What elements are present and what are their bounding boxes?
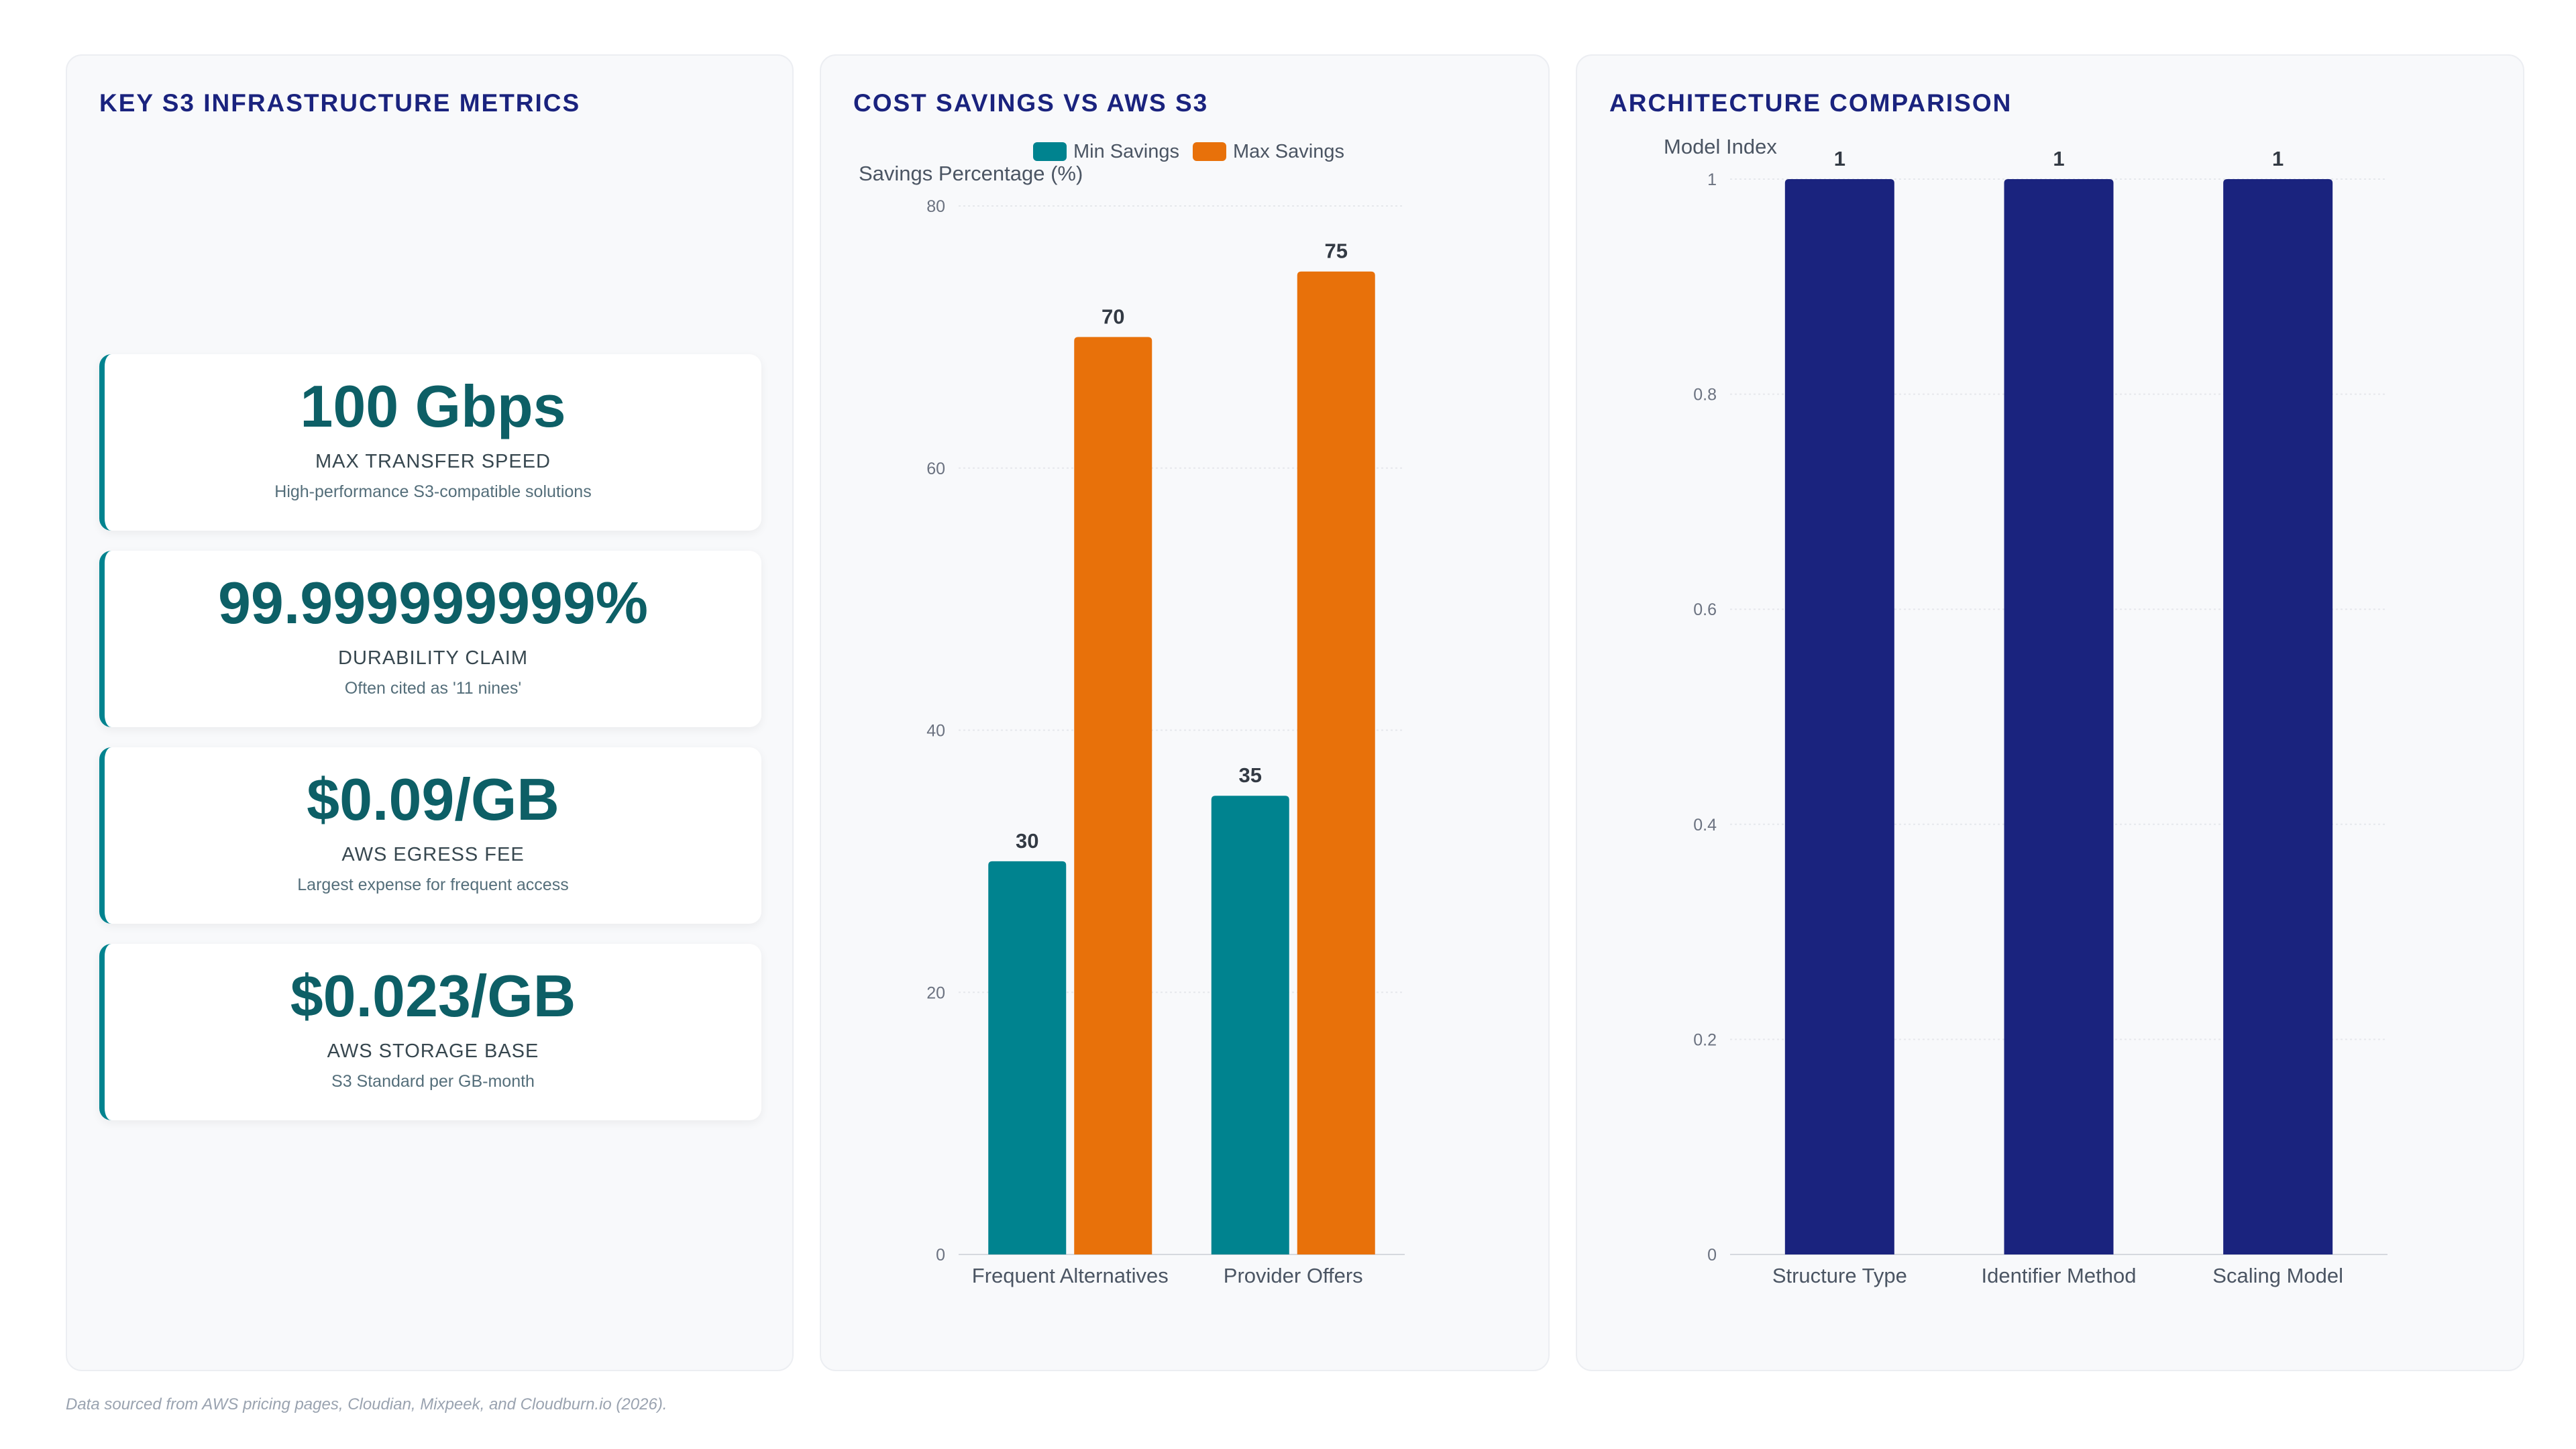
y-tick-label: 0.8 [1693,386,1717,405]
bar-min-savings [1211,796,1289,1254]
bar-value [2223,179,2333,1254]
x-tick-label: Identifier Method [1982,1264,2137,1287]
data-label: 70 [1102,305,1124,328]
bar-min-savings [988,861,1067,1254]
metric-label: AWS EGRESS FEE [341,844,525,865]
data-label: 1 [1834,147,1845,170]
data-label: 35 [1239,763,1262,787]
y-tick-label: 80 [926,197,945,216]
architecture-chart: 0 0.2 0.4 0.6 0.8 1 Model Index Structure Type 1… [1664,135,2387,1287]
metric-label: MAX TRANSFER SPEED [315,451,551,472]
legend-swatch [1033,142,1067,161]
legend-label: Min Savings [1073,141,1179,162]
metric-label: AWS STORAGE BASE [327,1040,539,1062]
y-tick-label: 0 [936,1246,945,1265]
y-axis-label: Model Index [1664,135,1777,158]
metric-description: Largest expense for frequent access [297,875,569,894]
metric-label: DURABILITY CLAIM [338,647,528,669]
y-axis-label: Savings Percentage (%) [859,162,1083,185]
metric-card-durability: 99.999999999% DURABILITY CLAIM Often cit… [99,551,761,727]
bar-max-savings [1074,337,1152,1254]
metric-description: S3 Standard per GB-month [331,1072,535,1091]
architecture-panel: ARCHITECTURE COMPARISON 0 0.2 0.4 0.6 0.8 1 Mo… [1576,54,2524,1371]
cost-savings-chart: 0 20 40 60 80 Savings Percentage (%) Frequent … [859,141,1405,1287]
y-tick-label: 60 [926,460,945,478]
x-tick-label: Frequent Alternatives [972,1264,1169,1287]
metrics-panel: KEY S3 INFRASTRUCTURE METRICS 100 Gbps M… [66,54,794,1371]
data-label: 1 [2053,147,2064,170]
y-tick-label: 40 [926,722,945,741]
metric-value: 100 Gbps [300,373,566,439]
data-label: 30 [1016,829,1038,853]
y-tick-label: 0.2 [1693,1030,1717,1049]
metric-description: Often cited as '11 nines' [344,679,522,698]
cost-savings-panel: COST SAVINGS VS AWS S3 0 20 40 60 80 Savings … [820,54,1550,1371]
legend-swatch [1192,142,1226,161]
metric-description: High-performance S3-compatible solutions [274,482,592,501]
x-tick-label: Structure Type [1772,1264,1907,1287]
y-tick-label: 0 [1707,1246,1717,1265]
y-tick-label: 0.4 [1693,816,1717,835]
data-label: 75 [1325,239,1348,263]
legend-label: Max Savings [1233,141,1344,162]
metric-value: 99.999999999% [217,570,649,636]
metrics-panel-title: KEY S3 INFRASTRUCTURE METRICS [99,89,581,117]
footnote: Data sourced from AWS pricing pages, Clo… [66,1395,667,1413]
metric-card-transfer-speed: 100 Gbps MAX TRANSFER SPEED High-perform… [99,354,761,531]
metric-value: $0.023/GB [290,963,576,1029]
y-tick-label: 0.6 [1693,600,1717,619]
x-tick-label: Scaling Model [2212,1264,2343,1287]
x-tick-label: Provider Offers [1224,1264,1363,1287]
y-tick-label: 1 [1707,170,1717,189]
architecture-chart-title: ARCHITECTURE COMPARISON [1609,89,2012,117]
cost-savings-chart-title: COST SAVINGS VS AWS S3 [853,89,1209,117]
bar-max-savings [1297,271,1375,1254]
bar-value [2004,179,2114,1254]
metric-card-egress-fee: $0.09/GB AWS EGRESS FEE Largest expense … [99,747,761,924]
data-label: 1 [2272,147,2284,170]
y-tick-label: 20 [926,983,945,1002]
bar-value [1784,179,1894,1254]
metric-card-storage-base: $0.023/GB AWS STORAGE BASE S3 Standard p… [99,944,761,1120]
metric-value: $0.09/GB [307,766,559,833]
